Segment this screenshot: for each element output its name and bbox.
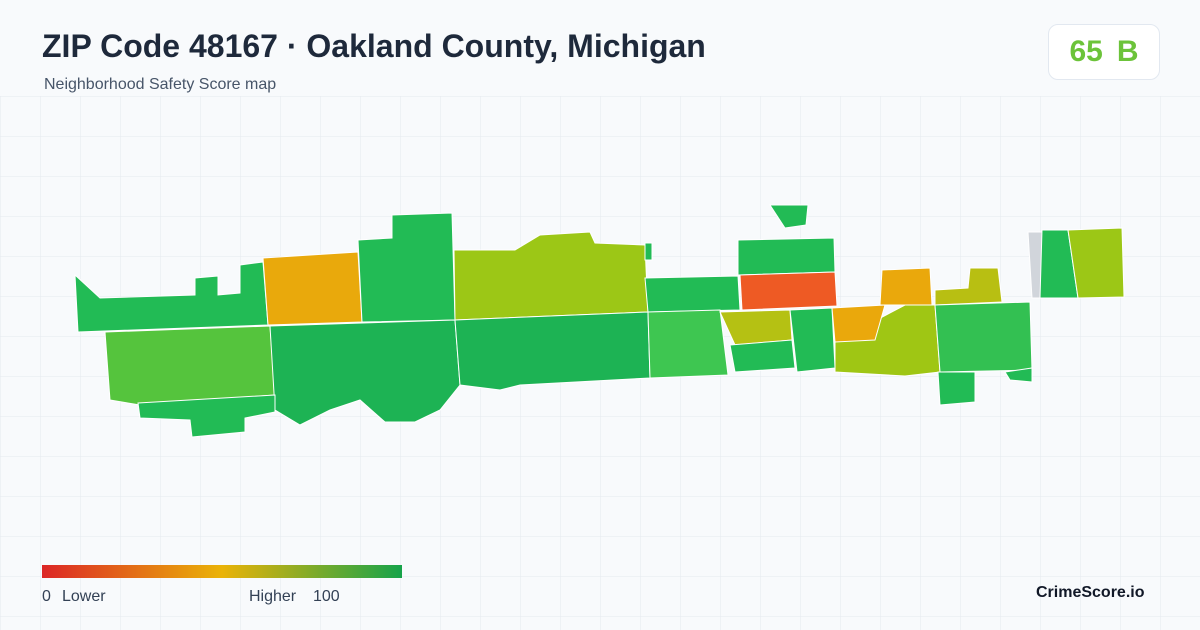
legend-min: 0 <box>42 588 51 605</box>
zip-areas <box>74 204 1125 438</box>
title: ZIP Code 48167 · Oakland County, Michiga… <box>42 28 706 64</box>
legend-max: 100 <box>313 588 340 605</box>
brand: CrimeScore.io <box>1036 584 1145 601</box>
score-grade: B <box>1116 35 1139 68</box>
score-value: 65 <box>1069 35 1103 68</box>
score-badge: 65 B <box>1048 24 1160 80</box>
legend-bar <box>42 565 402 578</box>
subtitle: Neighborhood Safety Score map <box>44 76 277 93</box>
legend-low: Lower <box>62 588 106 605</box>
legend-high: Higher <box>249 588 297 605</box>
